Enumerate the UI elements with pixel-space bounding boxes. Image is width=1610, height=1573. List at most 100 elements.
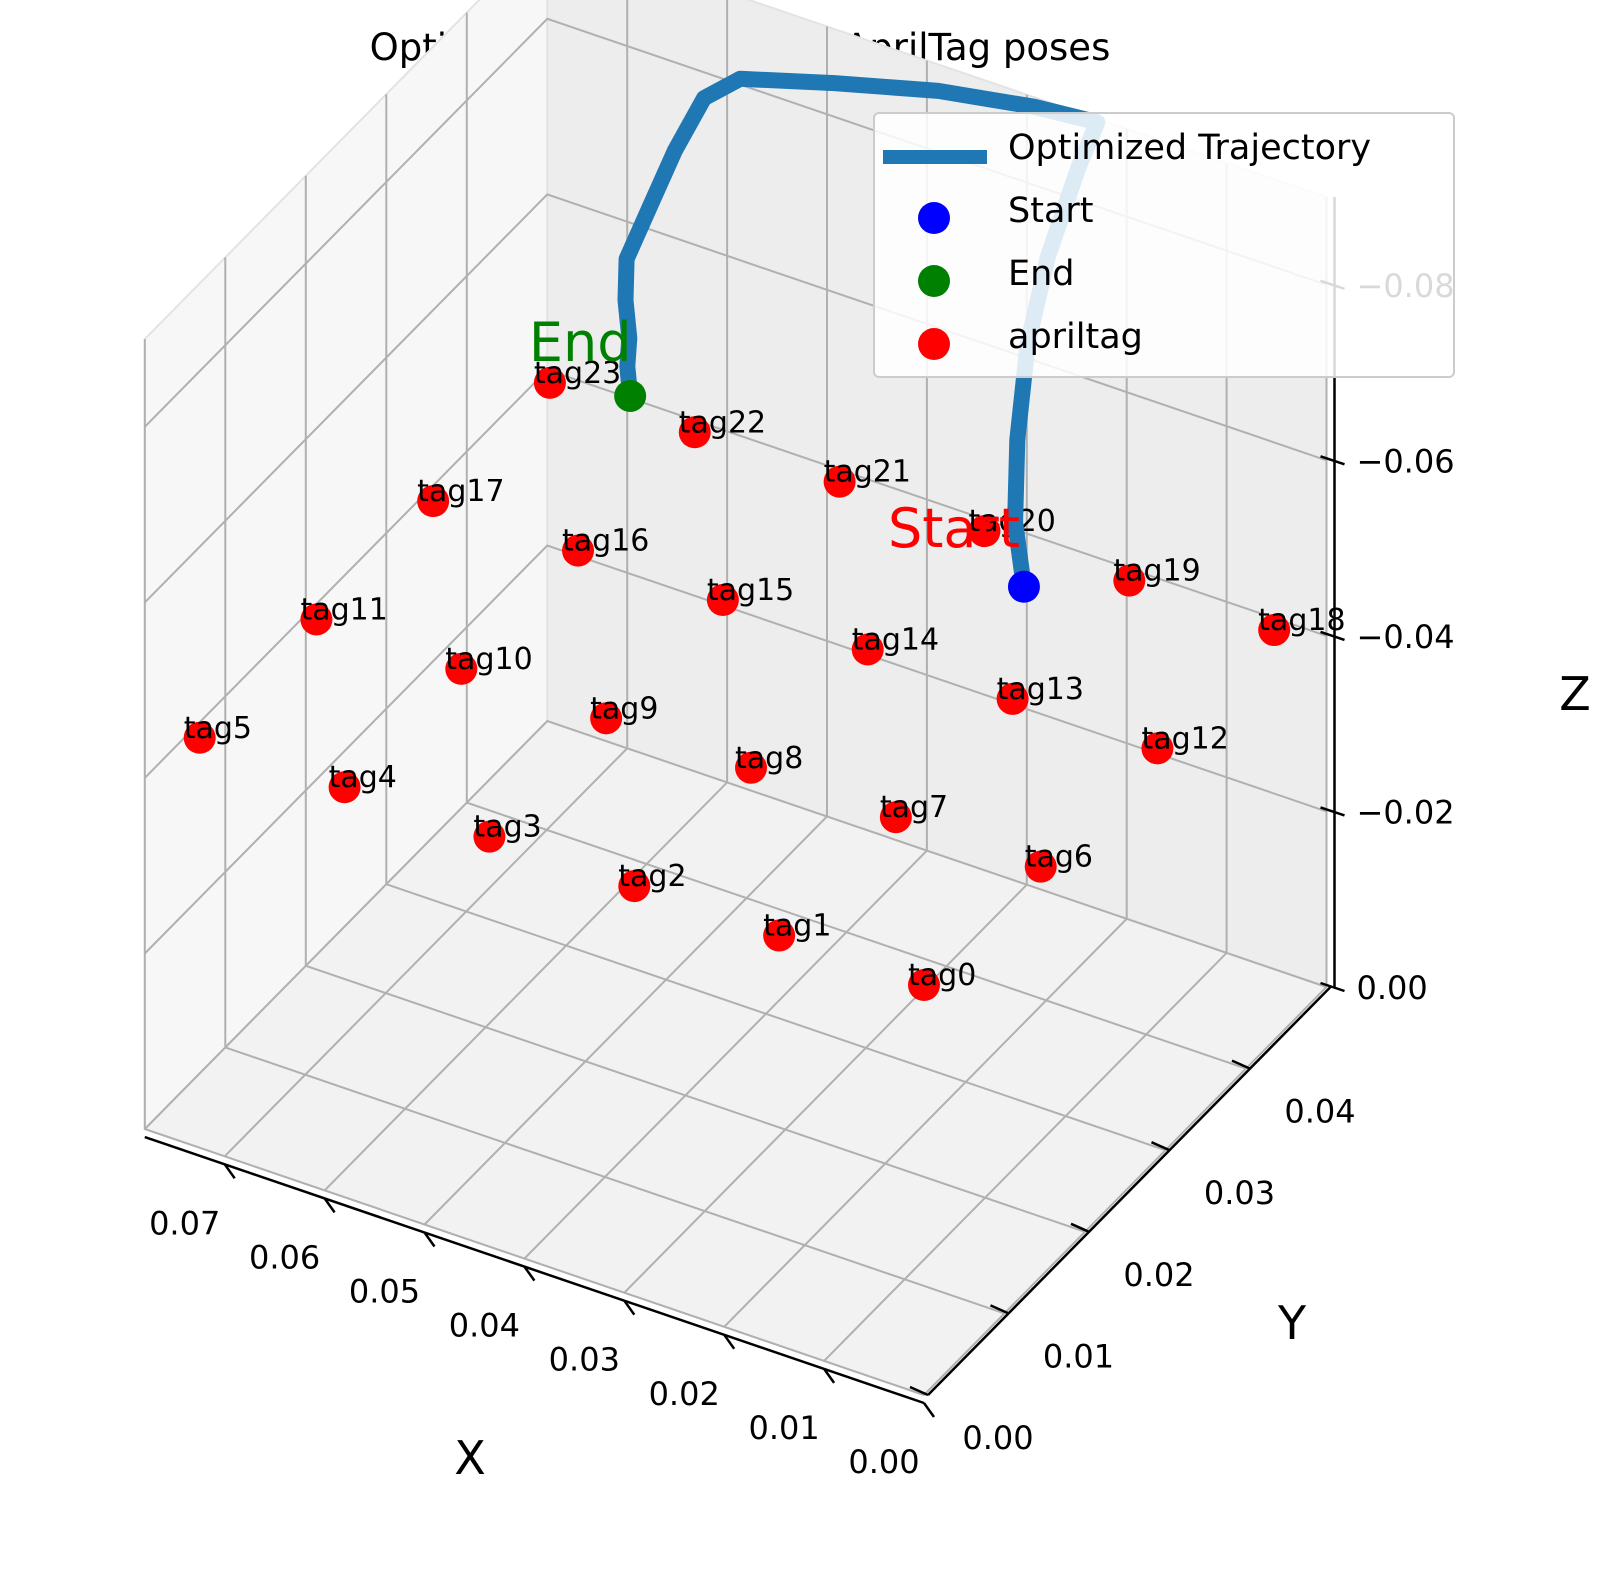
legend-label: Optimized Trajectory [1008, 128, 1372, 168]
z-gridline [144, 719, 1327, 1130]
z-tick [1320, 630, 1345, 642]
apriltag-label: tag6 [1025, 840, 1093, 875]
apriltag-label: tag21 [824, 455, 911, 490]
y-tick [1231, 1059, 1251, 1070]
x-tick [223, 1163, 236, 1180]
z-gridline [144, 544, 1327, 955]
y-tick [1150, 1141, 1171, 1152]
x-tick [723, 1334, 736, 1350]
legend-label: Start [1008, 191, 1094, 231]
z-tick [1320, 981, 1345, 993]
y-tick-label: 0.00 [962, 1419, 1033, 1457]
apriltag-label: tag10 [445, 642, 532, 677]
x-tick-label: 0.03 [549, 1341, 620, 1379]
apriltag-marker [678, 416, 711, 449]
legend-line-swatch [883, 150, 987, 164]
apriltag-marker [473, 820, 506, 853]
apriltag-label: tag23 [534, 356, 621, 391]
apriltag-marker [908, 969, 940, 1001]
x-tick [922, 1402, 936, 1418]
apriltag-label: tag12 [1141, 721, 1228, 756]
apriltag-marker [879, 801, 912, 834]
apriltag-label: tag0 [908, 958, 976, 993]
apriltag-marker [1024, 850, 1057, 883]
y-tick [989, 1304, 1010, 1315]
y-tick-label: 0.04 [1284, 1093, 1355, 1131]
x-tick-label: 0.04 [449, 1307, 520, 1345]
legend-label: End [1008, 254, 1075, 294]
y-axis-label: Y [1277, 1296, 1307, 1350]
x-tick-label: 0.01 [748, 1409, 819, 1447]
apriltag-label: tag8 [735, 741, 803, 776]
pane-edge [144, 0, 481, 340]
apriltag-marker [1258, 614, 1291, 647]
apriltag-label: tag22 [679, 405, 766, 440]
y-tick-label: 0.03 [1204, 1174, 1275, 1212]
apriltag-label: tag4 [329, 760, 397, 795]
y-tick [909, 1385, 929, 1397]
x-tick-label: 0.02 [649, 1375, 720, 1413]
z-tick-label: −0.04 [1357, 618, 1455, 656]
apriltag-marker [1141, 732, 1174, 765]
legend-item-apriltag: apriltag [875, 311, 1453, 367]
apriltag-label: tag19 [1113, 554, 1200, 589]
y-axis-line [927, 986, 1332, 1396]
legend-item-optimized-trajectory: Optimized Trajectory [875, 122, 1453, 178]
x-tick [423, 1231, 436, 1248]
apriltag-marker [533, 366, 566, 399]
x-tick-label: 0.06 [249, 1238, 320, 1276]
apriltag-marker [562, 534, 595, 567]
start-annotation: Start [888, 497, 1020, 560]
apriltag-label: tag13 [997, 672, 1084, 707]
x-tick-label: 0.00 [848, 1443, 919, 1481]
y-tick [1070, 1222, 1090, 1233]
apriltag-label: tag16 [562, 524, 649, 559]
apriltag-marker [618, 870, 651, 903]
x-tick [623, 1299, 636, 1316]
left-pane [144, 0, 548, 1129]
apriltag-label: tag11 [300, 592, 387, 627]
apriltag-marker [851, 633, 884, 666]
apriltag-marker [996, 682, 1029, 715]
legend-item-end: End [875, 248, 1453, 304]
x-tick [523, 1265, 536, 1282]
apriltag-label: tag1 [763, 909, 831, 944]
apriltag-marker [417, 485, 450, 518]
legend-label: apriltag [1008, 317, 1143, 357]
apriltag-marker [1113, 564, 1146, 597]
end-annotation: End [529, 311, 632, 374]
z-tick-label: −0.02 [1357, 793, 1455, 831]
apriltag-label: tag3 [473, 810, 541, 845]
apriltag-label: tag9 [590, 691, 658, 726]
apriltag-marker [823, 465, 856, 498]
x-axis-label: X [454, 1431, 486, 1485]
apriltag-marker [763, 919, 796, 952]
z-tick [1320, 806, 1345, 817]
legend-marker-swatch [918, 328, 950, 360]
apriltag-marker [300, 603, 333, 636]
start-marker [1007, 570, 1040, 603]
apriltag-label: tag15 [707, 573, 794, 608]
legend-item-start: Start [875, 185, 1453, 241]
legend: Optimized Trajectory Start End apriltag [873, 112, 1455, 378]
apriltag-marker [445, 652, 478, 685]
end-marker [614, 379, 647, 412]
y-tick-label: 0.01 [1043, 1337, 1114, 1375]
floor-pane [144, 721, 1327, 1395]
x-tick [823, 1368, 836, 1384]
apriltag-label: tag17 [417, 474, 504, 509]
apriltag-label: tag18 [1258, 603, 1345, 638]
x-axis-line [144, 1135, 925, 1405]
z-tick [1320, 455, 1345, 466]
apriltag-marker [328, 771, 361, 804]
z-axis-label: Z [1559, 667, 1591, 721]
x-tick-label: 0.07 [149, 1204, 220, 1242]
apriltag-label: tag2 [618, 859, 686, 894]
apriltag-marker [706, 584, 739, 617]
apriltag-marker [968, 515, 1001, 548]
legend-marker-swatch [918, 202, 950, 234]
z-tick-label: 0.00 [1357, 969, 1428, 1007]
y-tick-label: 0.02 [1123, 1256, 1194, 1294]
apriltag-marker [183, 721, 216, 754]
